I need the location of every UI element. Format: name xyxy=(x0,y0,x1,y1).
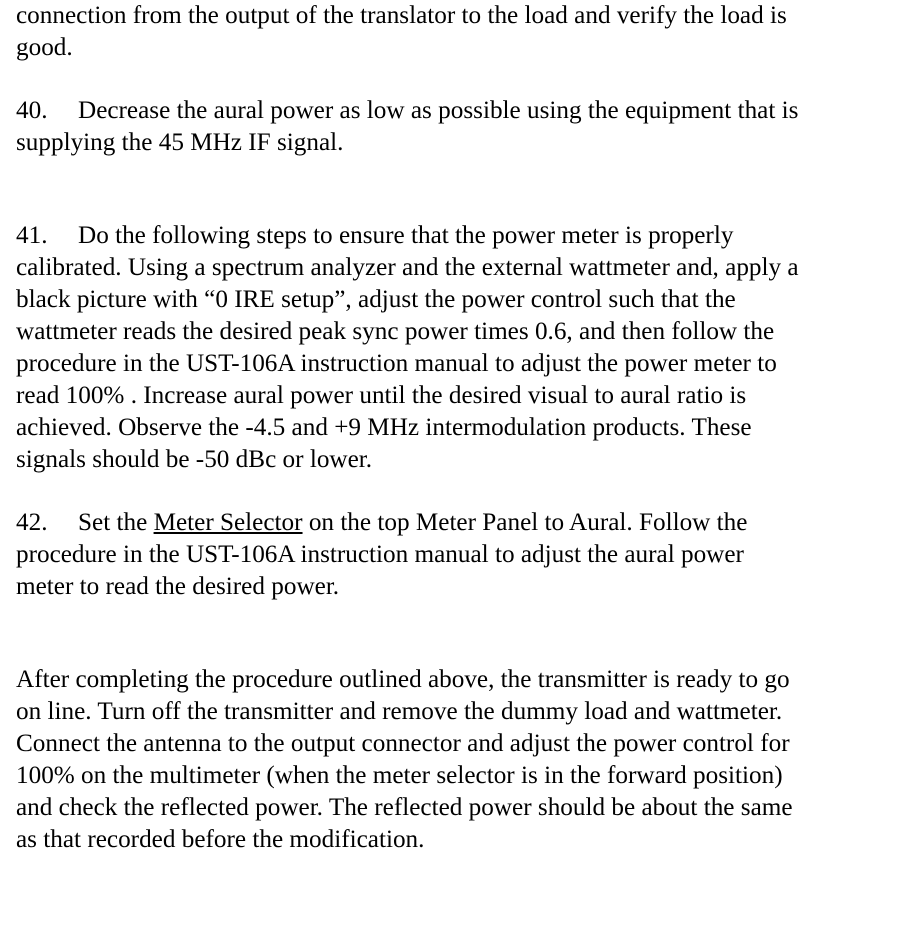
text-line: procedure in the UST-106A instruction ma… xyxy=(16,350,777,377)
text-line: Decrease the aural power as low as possi… xyxy=(78,97,798,124)
text-line: 100% on the multimeter (when the meter s… xyxy=(16,762,783,789)
blank-line xyxy=(16,634,883,664)
text-line: procedure in the UST-106A instruction ma… xyxy=(16,541,744,568)
text-line: supplying the 45 MHz IF signal. xyxy=(16,129,343,156)
blank-line xyxy=(16,190,883,220)
text-line: as that recorded before the modification… xyxy=(16,826,424,853)
underlined-text: Meter Selector xyxy=(154,509,303,536)
text-line: calibrated. Using a spectrum analyzer an… xyxy=(16,254,799,281)
text-line: After completing the procedure outlined … xyxy=(16,666,790,693)
text-line: achieved. Observe the -4.5 and +9 MHz in… xyxy=(16,414,752,441)
text-line: on the top Meter Panel to Aural. Follow … xyxy=(303,509,748,536)
text-line: meter to read the desired power. xyxy=(16,573,339,600)
step-41: 41.Do the following steps to ensure that… xyxy=(16,220,883,476)
text-line: connection from the output of the transl… xyxy=(16,2,787,29)
text-line: on line. Turn off the transmitter and re… xyxy=(16,698,782,725)
text-line: Do the following steps to ensure that th… xyxy=(78,222,733,249)
text-line: signals should be -50 dBc or lower. xyxy=(16,446,372,473)
text-line: wattmeter reads the desired peak sync po… xyxy=(16,318,774,345)
text-line: read 100% . Increase aural power until t… xyxy=(16,382,746,409)
step-40: 40.Decrease the aural power as low as po… xyxy=(16,95,883,159)
closing-paragraph: After completing the procedure outlined … xyxy=(16,664,883,856)
text-line: Set the xyxy=(78,509,154,536)
text-line: Connect the antenna to the output connec… xyxy=(16,730,790,757)
step-42: 42.Set the Meter Selector on the top Met… xyxy=(16,507,883,603)
text-line: and check the reflected power. The refle… xyxy=(16,794,793,821)
text-line: good. xyxy=(16,34,73,61)
text-line: black picture with “0 IRE setup”, adjust… xyxy=(16,286,736,313)
step-number: 40. xyxy=(16,95,78,127)
paragraph-previous-tail: connection from the output of the transl… xyxy=(16,0,883,64)
step-number: 41. xyxy=(16,220,78,252)
step-number: 42. xyxy=(16,507,78,539)
